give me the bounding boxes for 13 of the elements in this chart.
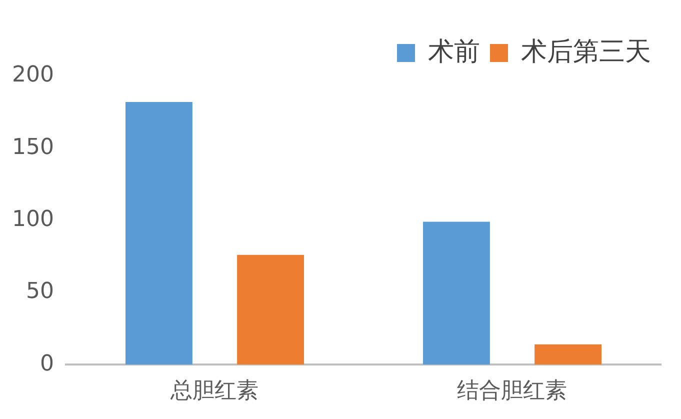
y-tick-label: 50: [26, 279, 54, 304]
bar: [125, 102, 192, 365]
x-tick-label: 结合胆红素: [457, 378, 568, 404]
x-tick-label: 总胆红素: [170, 378, 259, 404]
bar: [237, 254, 304, 365]
legend-label: 术前: [428, 36, 480, 67]
bar: [422, 222, 490, 365]
bar: [534, 344, 602, 365]
legend-label: 术后第三天: [521, 36, 651, 67]
y-tick-label: 100: [12, 207, 54, 232]
y-tick-label: 150: [12, 134, 54, 160]
y-tick-label: 200: [12, 62, 54, 88]
y-tick-label: 0: [40, 351, 54, 376]
